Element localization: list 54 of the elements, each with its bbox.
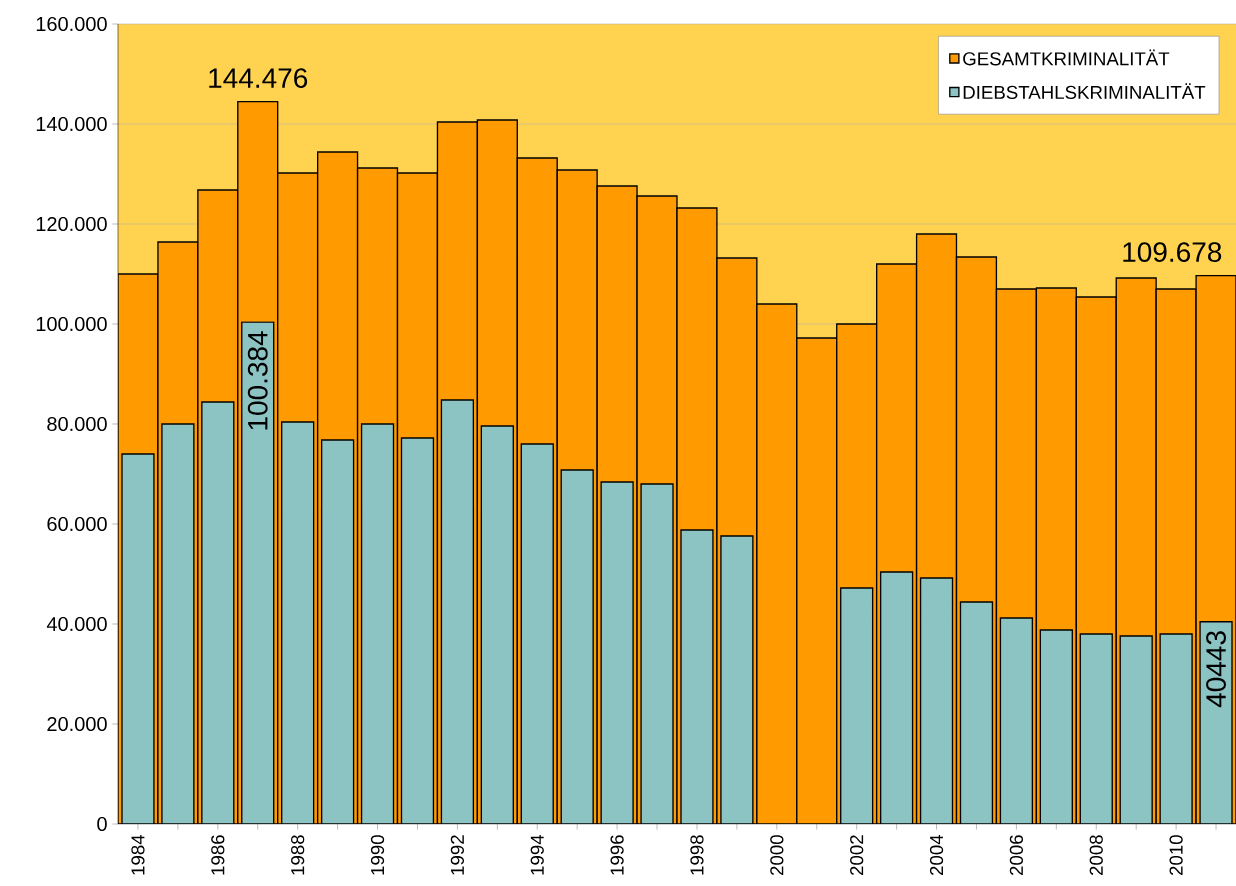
bar: [440, 399, 475, 824]
y-tick-label: 40.000: [46, 616, 107, 632]
bar: [241, 321, 275, 824]
bar: [1079, 633, 1113, 824]
bar: [320, 439, 355, 824]
bar: [520, 443, 554, 824]
y-tick-label: 140.000: [36, 116, 107, 132]
x-tick-label: 2004: [929, 834, 944, 875]
x-tick-label: 2000: [770, 835, 784, 875]
x-tick-label: 2010: [1169, 835, 1183, 875]
bar: [919, 577, 954, 824]
x-tick-label: 1986: [211, 835, 225, 875]
y-tick-label: 60.000: [47, 516, 107, 532]
bar: [360, 423, 395, 824]
bar: [720, 535, 754, 824]
data-label: 109.678: [1123, 242, 1222, 263]
y-tick-label: 20.000: [47, 716, 107, 732]
y-tick-label: 100.000: [36, 316, 107, 332]
bar: [201, 401, 235, 824]
bar: [959, 601, 994, 824]
bar: [879, 571, 914, 824]
y-tick-label: 120.000: [36, 216, 107, 232]
legend-label: DIEBSTAHLSKRIMINALITÄT: [963, 83, 1206, 100]
bar: [1159, 633, 1193, 824]
bar: [600, 481, 634, 824]
bar: [121, 453, 155, 824]
bar: [281, 421, 315, 824]
bar: [161, 423, 195, 824]
x-tick-label: 1988: [291, 835, 305, 875]
x-tick-label: 1990: [370, 835, 385, 875]
x-tick-label: 1992: [450, 835, 465, 875]
x-tick-label: 1984: [131, 834, 145, 875]
x-tick-label: 2002: [850, 835, 864, 875]
x-tick-label: 2006: [1009, 835, 1024, 875]
bar: [400, 437, 435, 824]
bar: [840, 587, 874, 824]
bar: [999, 617, 1034, 824]
x-tick-label: 2008: [1089, 835, 1103, 875]
y-tick-label: 0: [97, 816, 107, 832]
x-tick-label: 1994: [530, 834, 544, 875]
y-tick-label: 80.000: [47, 416, 107, 432]
x-tick-label: 1996: [610, 835, 624, 875]
bar: [1039, 629, 1073, 824]
legend-label: GESAMTKRIMINALITÄT: [963, 49, 1170, 66]
bar: [480, 425, 514, 824]
data-label: 100.384: [247, 331, 268, 430]
bar: [1119, 635, 1153, 824]
data-label: 144.476: [209, 68, 308, 89]
data-label: 40443: [1206, 631, 1226, 708]
x-tick-label: 1998: [690, 835, 704, 875]
bar: [680, 529, 714, 824]
bar: [640, 483, 674, 824]
y-tick-label: 160.000: [36, 16, 107, 32]
bar: [560, 469, 594, 824]
